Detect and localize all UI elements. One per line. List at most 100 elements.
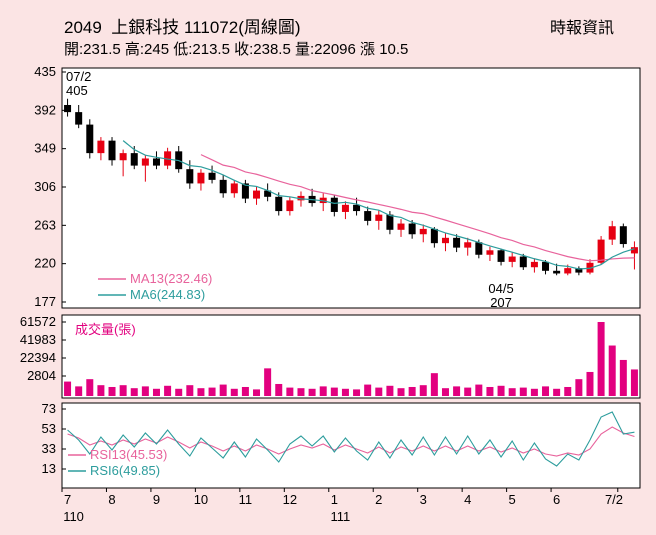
month-label: 9 — [153, 492, 160, 507]
volume-bar — [630, 369, 638, 396]
candle-body — [253, 190, 261, 199]
price-axis-label: 349 — [34, 141, 56, 156]
rsi-axis-label: 13 — [42, 461, 56, 476]
candle-body — [464, 242, 472, 248]
candle-body — [64, 104, 72, 113]
candle-body — [86, 124, 94, 154]
month-label: 11 — [239, 492, 253, 507]
volume-bar — [519, 387, 527, 396]
ma6-line — [122, 140, 635, 270]
candle-body — [330, 197, 338, 212]
volume-bar — [197, 388, 205, 396]
volume-bar — [597, 322, 605, 396]
stock-title: 2049 上銀科技 111072(周線圖) — [64, 18, 301, 37]
volume-bar — [253, 389, 261, 396]
candle-body — [241, 183, 249, 199]
year-label: 111 — [330, 509, 350, 524]
candle-body — [286, 200, 294, 212]
volume-bar — [419, 385, 427, 396]
volume-axis-label: 41983 — [20, 332, 56, 347]
rsi-legend-label: RSI13(45.53) — [90, 447, 167, 462]
year-label: 110 — [63, 509, 84, 524]
candle-body — [497, 250, 505, 262]
candle-body — [230, 183, 238, 194]
volume-bar — [175, 388, 183, 396]
rsi-axis-label: 33 — [42, 441, 56, 456]
volume-bar — [364, 384, 372, 396]
price-axis-label: 220 — [34, 256, 56, 271]
month-label: 7 — [64, 492, 71, 507]
volume-bar — [297, 388, 305, 396]
candle-body — [119, 153, 127, 161]
candle-body — [152, 158, 160, 166]
candle-body — [530, 261, 538, 268]
candle-body — [108, 140, 116, 161]
month-label: 8 — [108, 492, 115, 507]
volume-bar — [330, 387, 338, 396]
volume-bar — [497, 385, 505, 396]
candle-body — [97, 140, 105, 154]
rsi6-line — [67, 411, 635, 467]
volume-bar — [186, 385, 194, 396]
candle-body — [564, 268, 572, 274]
candle-body — [264, 190, 272, 197]
candle-body — [75, 112, 83, 125]
candle-body — [597, 239, 605, 263]
candle-body — [575, 268, 583, 273]
candle-body — [197, 172, 205, 184]
volume-bar — [619, 359, 627, 396]
volume-bar — [542, 386, 550, 396]
candle-body — [608, 226, 616, 240]
volume-bar — [486, 386, 494, 396]
volume-bar — [130, 388, 138, 396]
volume-bar — [353, 389, 361, 396]
volume-bar — [430, 373, 438, 396]
candle-body — [441, 237, 449, 244]
volume-bar — [308, 388, 316, 396]
candle-body — [519, 256, 527, 268]
volume-bar — [375, 387, 383, 396]
volume-bar — [530, 388, 538, 396]
candle-body — [341, 204, 349, 212]
title-bar: 2049 上銀科技 111072(周線圖) 時報資訊 — [64, 13, 614, 38]
volume-bar — [64, 381, 72, 396]
ma13-line — [200, 154, 635, 262]
rsi-legend-label: RSI6(49.85) — [90, 463, 160, 478]
month-label: 7/2 — [605, 492, 623, 507]
volume-bar — [464, 387, 472, 396]
rsi-axis-label: 53 — [42, 421, 56, 436]
volume-bar — [75, 386, 83, 396]
candle-body — [453, 237, 461, 248]
candle-body — [364, 211, 372, 221]
month-label: 1 — [331, 492, 338, 507]
volume-bar — [275, 383, 283, 396]
month-label: 4 — [464, 492, 471, 507]
candle-body — [130, 153, 138, 166]
candle-body — [508, 256, 516, 262]
price-axis-label: 392 — [34, 102, 56, 117]
volume-axis-label: 2804 — [27, 368, 56, 383]
volume-bar — [408, 386, 416, 396]
volume-bar — [319, 386, 327, 396]
volume-bar — [152, 388, 160, 396]
volume-bar — [564, 386, 572, 396]
candle-body — [630, 247, 638, 254]
month-label: 6 — [553, 492, 560, 507]
volume-bar — [397, 388, 405, 396]
candle-body — [486, 250, 494, 255]
volume-bar — [286, 387, 294, 396]
rsi-panel — [61, 402, 641, 489]
price-axis-label: 435 — [34, 64, 56, 79]
annotation-label: 07/2 — [66, 69, 91, 84]
candle-body — [353, 204, 361, 212]
volume-bar — [164, 385, 172, 396]
source-label: 時報資訊 — [549, 20, 614, 37]
annotation-label: 207 — [490, 295, 512, 310]
ma-legend-label: MA6(244.83) — [130, 287, 205, 302]
volume-bar — [441, 388, 449, 396]
volume-title: 成交量(張) — [75, 322, 136, 337]
candle-body — [208, 172, 216, 180]
month-label: 3 — [420, 492, 427, 507]
